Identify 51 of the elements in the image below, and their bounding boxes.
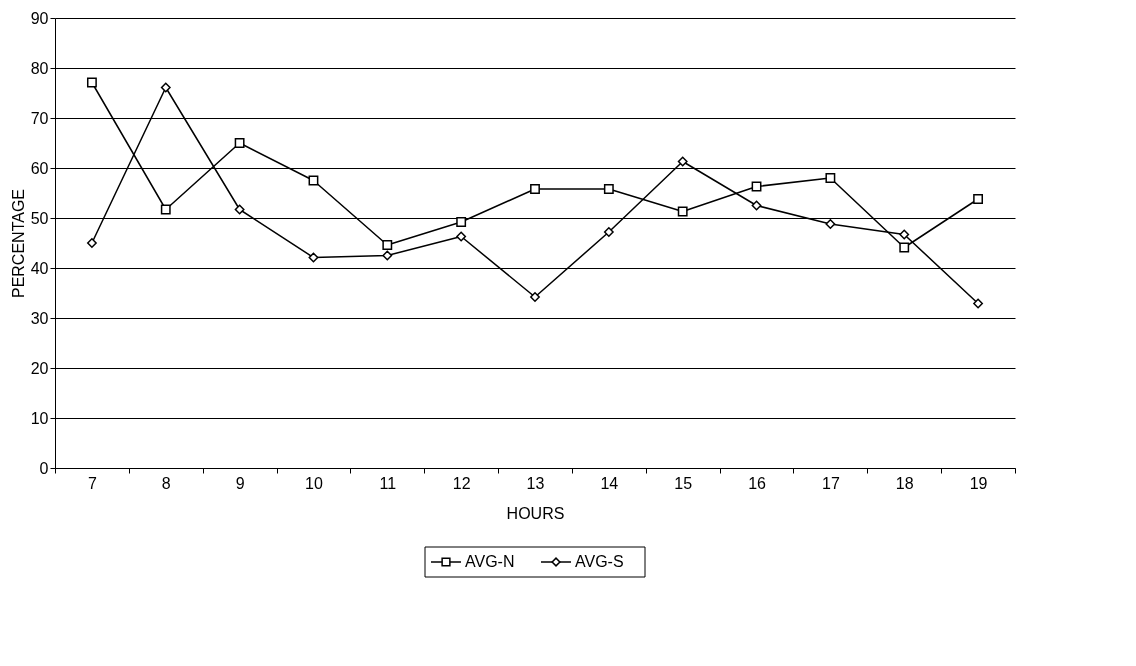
point bbox=[973, 194, 984, 204]
y-tick-label: 80 bbox=[30, 59, 49, 77]
y-axis-title: PERCENTAGE bbox=[9, 188, 27, 299]
point bbox=[677, 156, 688, 167]
point bbox=[382, 250, 393, 261]
point bbox=[973, 298, 984, 309]
y-tick-label: 30 bbox=[30, 309, 49, 327]
point bbox=[308, 252, 319, 263]
point bbox=[86, 77, 97, 88]
x-tick-label: 10 bbox=[305, 474, 323, 492]
point bbox=[234, 204, 245, 215]
point bbox=[530, 184, 540, 194]
x-tick-label: 9 bbox=[235, 474, 245, 492]
x-tick-label: 7 bbox=[87, 474, 97, 492]
y-tick-label: 0 bbox=[39, 459, 49, 477]
x-tick-label: 16 bbox=[748, 474, 767, 492]
point bbox=[234, 138, 245, 148]
x-tick-label: 14 bbox=[600, 474, 619, 492]
y-tick-label: 20 bbox=[30, 359, 49, 377]
point bbox=[86, 238, 97, 248]
y-tick-label: 10 bbox=[30, 409, 49, 427]
y-tick-label: 60 bbox=[30, 159, 49, 177]
x-tick-label: 18 bbox=[895, 474, 914, 492]
x-tick-label: 11 bbox=[379, 474, 397, 492]
point bbox=[825, 173, 836, 183]
legend-label: AVG-N bbox=[465, 553, 515, 570]
point bbox=[825, 219, 836, 229]
legend-label: AVG-S bbox=[575, 553, 624, 570]
x-tick-label: 15 bbox=[674, 474, 693, 492]
point bbox=[160, 204, 171, 215]
y-tick-label: 40 bbox=[30, 259, 49, 277]
point bbox=[456, 217, 467, 227]
x-tick-label: 17 bbox=[821, 474, 840, 492]
point bbox=[677, 206, 688, 217]
point bbox=[382, 240, 393, 250]
point bbox=[603, 227, 614, 237]
y-tick-label: 70 bbox=[30, 109, 49, 127]
point bbox=[160, 82, 171, 93]
y-tick-label: 50 bbox=[30, 209, 49, 227]
point bbox=[899, 229, 910, 240]
point bbox=[751, 200, 762, 211]
point bbox=[603, 184, 614, 194]
point bbox=[456, 231, 467, 242]
point bbox=[530, 292, 540, 302]
y-tick-label: 90 bbox=[30, 9, 49, 27]
point bbox=[899, 242, 910, 253]
x-tick-label: 12 bbox=[452, 474, 471, 492]
x-tick-label: 8 bbox=[161, 474, 171, 492]
x-axis-title: HOURS bbox=[506, 504, 565, 522]
x-tick-label: 13 bbox=[526, 474, 545, 492]
x-tick-label: 19 bbox=[969, 474, 988, 492]
